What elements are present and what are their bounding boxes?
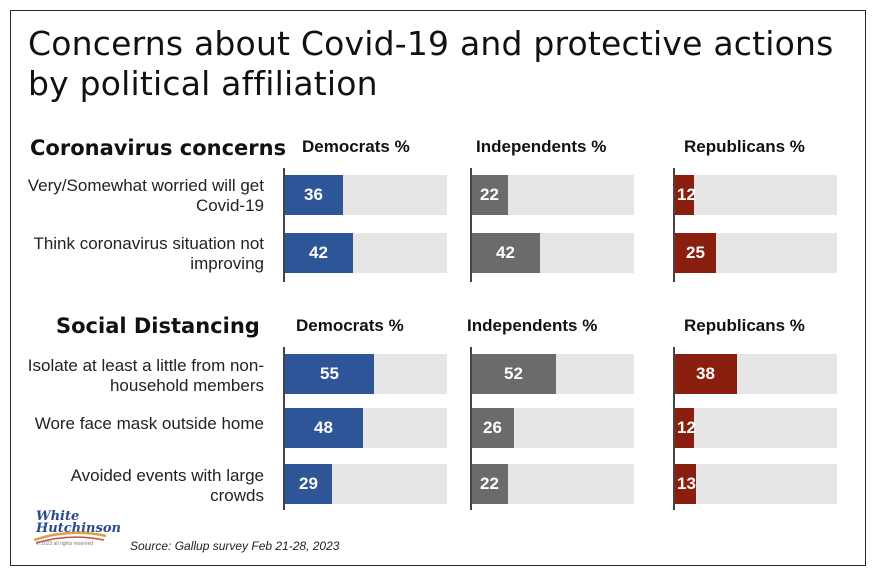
column-header-democrats: Democrats %: [296, 316, 404, 335]
bar-independents: [472, 408, 514, 448]
bar-track: 13: [675, 464, 837, 504]
chart-title: Concerns about Covid-19 and protective a…: [28, 24, 834, 103]
bar-republicans: [675, 354, 737, 394]
data-label: 48: [314, 418, 333, 437]
bar-track: 36: [285, 175, 447, 215]
data-label: 12: [677, 418, 696, 437]
data-label: 52: [504, 364, 523, 383]
axis-line: [470, 168, 472, 282]
bar-republicans: [675, 408, 694, 448]
axis-line: [673, 347, 675, 510]
bar-track: 42: [472, 233, 634, 273]
column-header-independents: Independents %: [467, 316, 598, 335]
bar-track: 55: [285, 354, 447, 394]
bar-track: 25: [675, 233, 837, 273]
source-note: Source: Gallup survey Feb 21-28, 2023: [130, 539, 340, 553]
data-label: 55: [320, 364, 339, 383]
data-label: 38: [696, 364, 715, 383]
data-label: 26: [483, 418, 502, 437]
bar-track: 12: [675, 408, 837, 448]
category-label: Isolate at least a little from non-house…: [27, 356, 264, 395]
bar-democrats: [285, 354, 374, 394]
column-header-democrats: Democrats %: [302, 137, 410, 156]
section-title: Social Distancing: [56, 314, 260, 338]
data-label: 42: [309, 243, 328, 262]
bar-track: 12: [675, 175, 837, 215]
category-label: Very/Somewhat worried will get Covid-19: [27, 176, 264, 215]
category-label: Wore face mask outside home: [34, 414, 264, 433]
section-title: Coronavirus concerns: [30, 136, 287, 160]
data-label: 13: [677, 474, 696, 493]
axis-line: [283, 347, 285, 510]
column-header-independents: Independents %: [476, 137, 607, 156]
axis-line: [283, 168, 285, 282]
logo-copyright: © 2023 all rights reserved: [36, 541, 94, 547]
category-label: Avoided events with large crowds: [70, 466, 264, 505]
bar-independents: [472, 175, 508, 215]
column-header-republicans: Republicans %: [684, 316, 805, 335]
column-header-republicans: Republicans %: [684, 137, 805, 156]
bar-democrats: [285, 233, 353, 273]
bar-democrats: [285, 175, 343, 215]
data-label: 42: [496, 243, 515, 262]
bar-republicans: [675, 175, 694, 215]
bar-independents: [472, 233, 540, 273]
bar-independents: [472, 354, 556, 394]
logo-line2: Hutchinson: [36, 521, 121, 536]
bar-track: 52: [472, 354, 634, 394]
logo: White Hutchinson: [36, 509, 121, 536]
bar-track: 29: [285, 464, 447, 504]
bar-democrats: [285, 464, 332, 504]
bar-republicans: [675, 464, 696, 504]
data-label: 36: [304, 185, 323, 204]
bar-track: 38: [675, 354, 837, 394]
bar-democrats: [285, 408, 363, 448]
bar-track: 48: [285, 408, 447, 448]
category-label: Think coronavirus situation not improvin…: [33, 234, 264, 273]
data-label: 22: [480, 185, 499, 204]
logo-line1: White: [36, 509, 80, 524]
bar-track: 26: [472, 408, 634, 448]
bar-republicans: [675, 233, 716, 273]
bar-track: 42: [285, 233, 447, 273]
bar-track: 22: [472, 464, 634, 504]
data-label: 25: [686, 243, 705, 262]
bar-track: 22: [472, 175, 634, 215]
axis-line: [673, 168, 675, 282]
data-label: 29: [299, 474, 318, 493]
data-label: 22: [480, 474, 499, 493]
bar-independents: [472, 464, 508, 504]
axis-line: [470, 347, 472, 510]
data-label: 12: [677, 185, 696, 204]
